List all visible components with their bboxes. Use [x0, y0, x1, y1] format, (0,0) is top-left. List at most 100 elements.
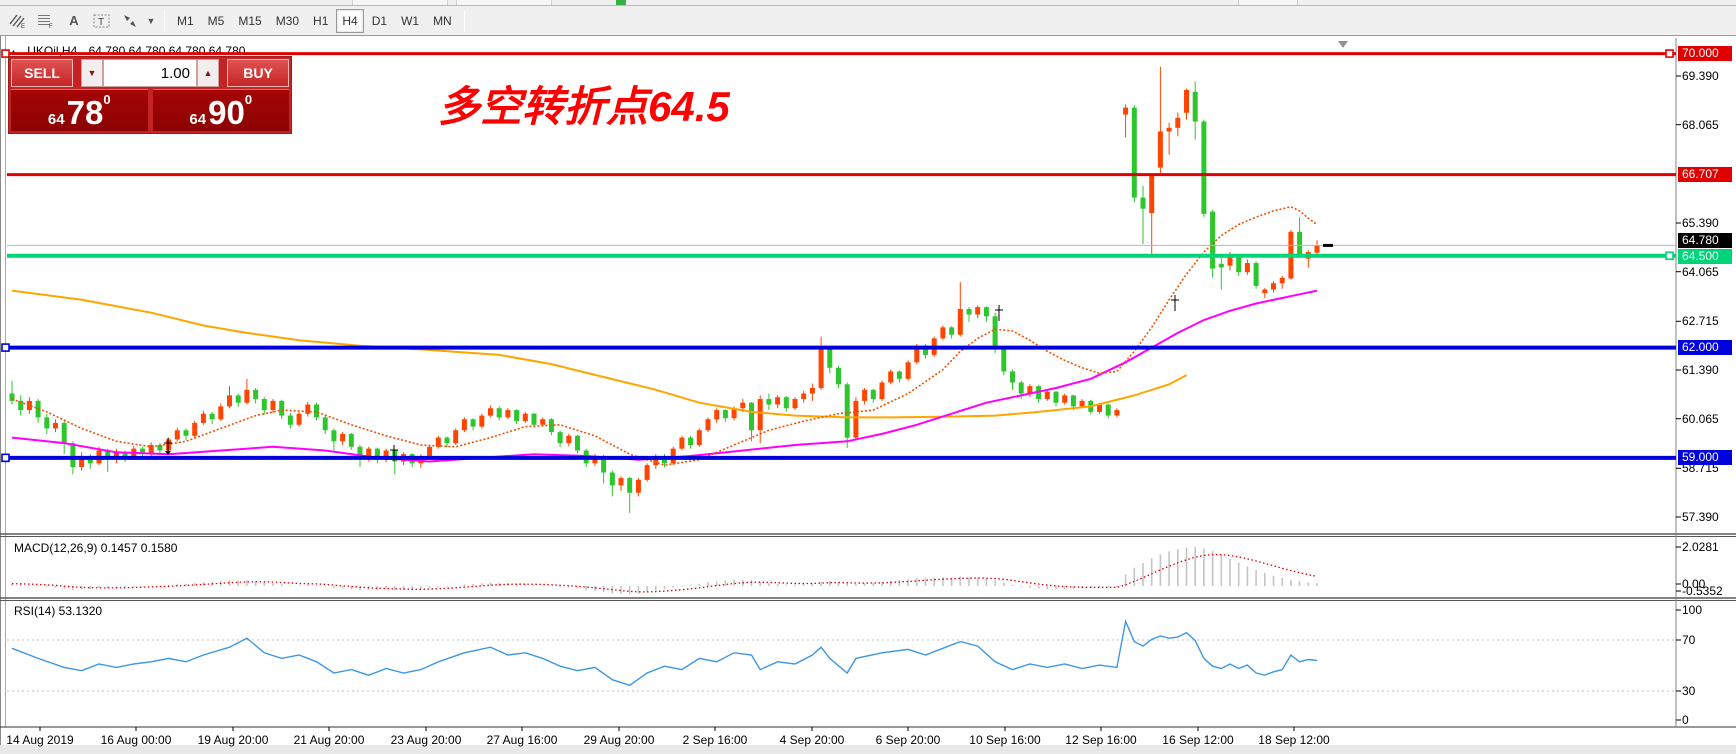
candle [496, 408, 502, 418]
candle [540, 419, 546, 425]
macd-axis-label: 2.0281 [1682, 540, 1719, 554]
candle [949, 327, 955, 335]
letter-a-icon[interactable]: A [60, 9, 88, 33]
macd-splitter[interactable] [0, 532, 1736, 536]
one-click-arrow-icon[interactable]: ▲ [9, 47, 18, 57]
candle [1166, 127, 1172, 132]
volume-input[interactable] [103, 59, 197, 87]
candle [174, 430, 180, 440]
candle [1288, 231, 1294, 279]
candle [357, 446, 363, 458]
candle [279, 400, 285, 416]
tab-timeframe-m15[interactable]: M15 [232, 9, 267, 33]
price-tick-label: 60.065 [1682, 411, 1719, 426]
sell-button[interactable]: SELL [11, 59, 73, 87]
candle [1253, 263, 1259, 286]
tab-timeframe-m30[interactable]: M30 [270, 9, 305, 33]
price-tick-label: 61.390 [1682, 363, 1719, 377]
buy-button[interactable]: BUY [227, 59, 289, 87]
macd-label: MACD(12,26,9) 0.1457 0.1580 [14, 541, 178, 555]
tab-timeframe-h4[interactable]: H4 [336, 8, 364, 33]
candle [1053, 391, 1059, 403]
candle [1157, 131, 1163, 168]
candle [1079, 400, 1085, 407]
volume-increase-button[interactable]: ▲ [197, 59, 219, 87]
tab-timeframe-mn[interactable]: MN [427, 9, 458, 33]
candle [192, 422, 198, 436]
toolbar-separator [463, 9, 465, 32]
candle [479, 415, 485, 427]
candle [740, 402, 746, 409]
ma-fast-red [11, 205, 1318, 467]
timeframe-group: M1 M5 M15 M30 H1 H4 D1 W1 MN [171, 8, 458, 33]
textbox-t-icon[interactable]: T [88, 9, 116, 33]
svg-text:F: F [49, 24, 53, 29]
date-label: 16 Aug 00:00 [100, 733, 172, 747]
hatch-e-icon[interactable]: E [4, 9, 32, 33]
chart-area[interactable]: ▲ UKOil,H4 64.780 64.780 64.780 64.780 S… [0, 36, 1736, 754]
candle [1036, 386, 1042, 400]
date-label: 14 Aug 2019 [6, 733, 74, 747]
price-badge: 70.000 [1678, 46, 1732, 62]
rsi-line [11, 619, 1318, 687]
tab-timeframe-w1[interactable]: W1 [395, 9, 425, 33]
candle [470, 419, 476, 427]
candle [931, 338, 937, 355]
candle [1175, 117, 1181, 128]
candle [374, 448, 380, 460]
candle [70, 443, 76, 468]
candle [1227, 255, 1233, 266]
candle [1062, 395, 1068, 403]
candle [1184, 89, 1189, 113]
candle [1123, 107, 1129, 115]
rsi-axis-label: 70 [1682, 633, 1696, 647]
price-tick-label: 69.390 [1682, 69, 1719, 83]
tab-timeframe-h1[interactable]: H1 [307, 9, 334, 33]
candle [644, 465, 650, 480]
candle [836, 367, 841, 385]
candle [548, 419, 554, 433]
candle [148, 444, 154, 455]
price-tick-label: 68.065 [1682, 117, 1719, 132]
rsi-splitter[interactable] [0, 596, 1736, 600]
price-badge: 66.707 [1678, 167, 1732, 183]
candle [1044, 391, 1050, 400]
candle [905, 362, 911, 379]
objects-arrows-icon[interactable] [116, 9, 144, 33]
caret-down-icon[interactable]: ▼ [144, 9, 158, 33]
tab-timeframe-m5[interactable]: M5 [202, 9, 231, 33]
sell-price-button[interactable]: 64 78 0 [11, 89, 148, 131]
candle [1271, 283, 1276, 290]
buy-price-button[interactable]: 64 90 0 [152, 89, 289, 131]
candle [218, 406, 224, 420]
candle [722, 410, 728, 419]
candle [261, 399, 267, 411]
axis-ticks [39, 75, 1681, 731]
candle [1314, 245, 1320, 253]
candle [575, 435, 580, 451]
volume-decrease-button[interactable]: ▼ [81, 59, 103, 87]
candle [983, 307, 989, 317]
candle [522, 413, 528, 422]
buy-price-small: 64 [189, 110, 207, 128]
candle [957, 308, 963, 335]
candle [53, 422, 58, 429]
date-label: 18 Sep 12:00 [1258, 733, 1330, 747]
macd-axis-label: 0.00 [1682, 577, 1706, 591]
candle [888, 371, 894, 383]
date-axis[interactable]: 14 Aug 2019 16 Aug 00:00 19 Aug 20:00 21 Au… [0, 730, 1736, 750]
candle [766, 399, 772, 405]
candle [592, 455, 598, 464]
grid-f-icon[interactable]: F [32, 9, 60, 33]
candle [757, 399, 763, 431]
panel-frames [0, 38, 1736, 754]
candle [862, 389, 868, 401]
candle [1297, 231, 1303, 255]
candle [209, 413, 215, 420]
candle [488, 408, 493, 416]
tab-timeframe-m1[interactable]: M1 [171, 9, 200, 33]
chart-canvas [0, 38, 1736, 754]
candle [287, 415, 293, 425]
tab-timeframe-d1[interactable]: D1 [366, 9, 393, 33]
